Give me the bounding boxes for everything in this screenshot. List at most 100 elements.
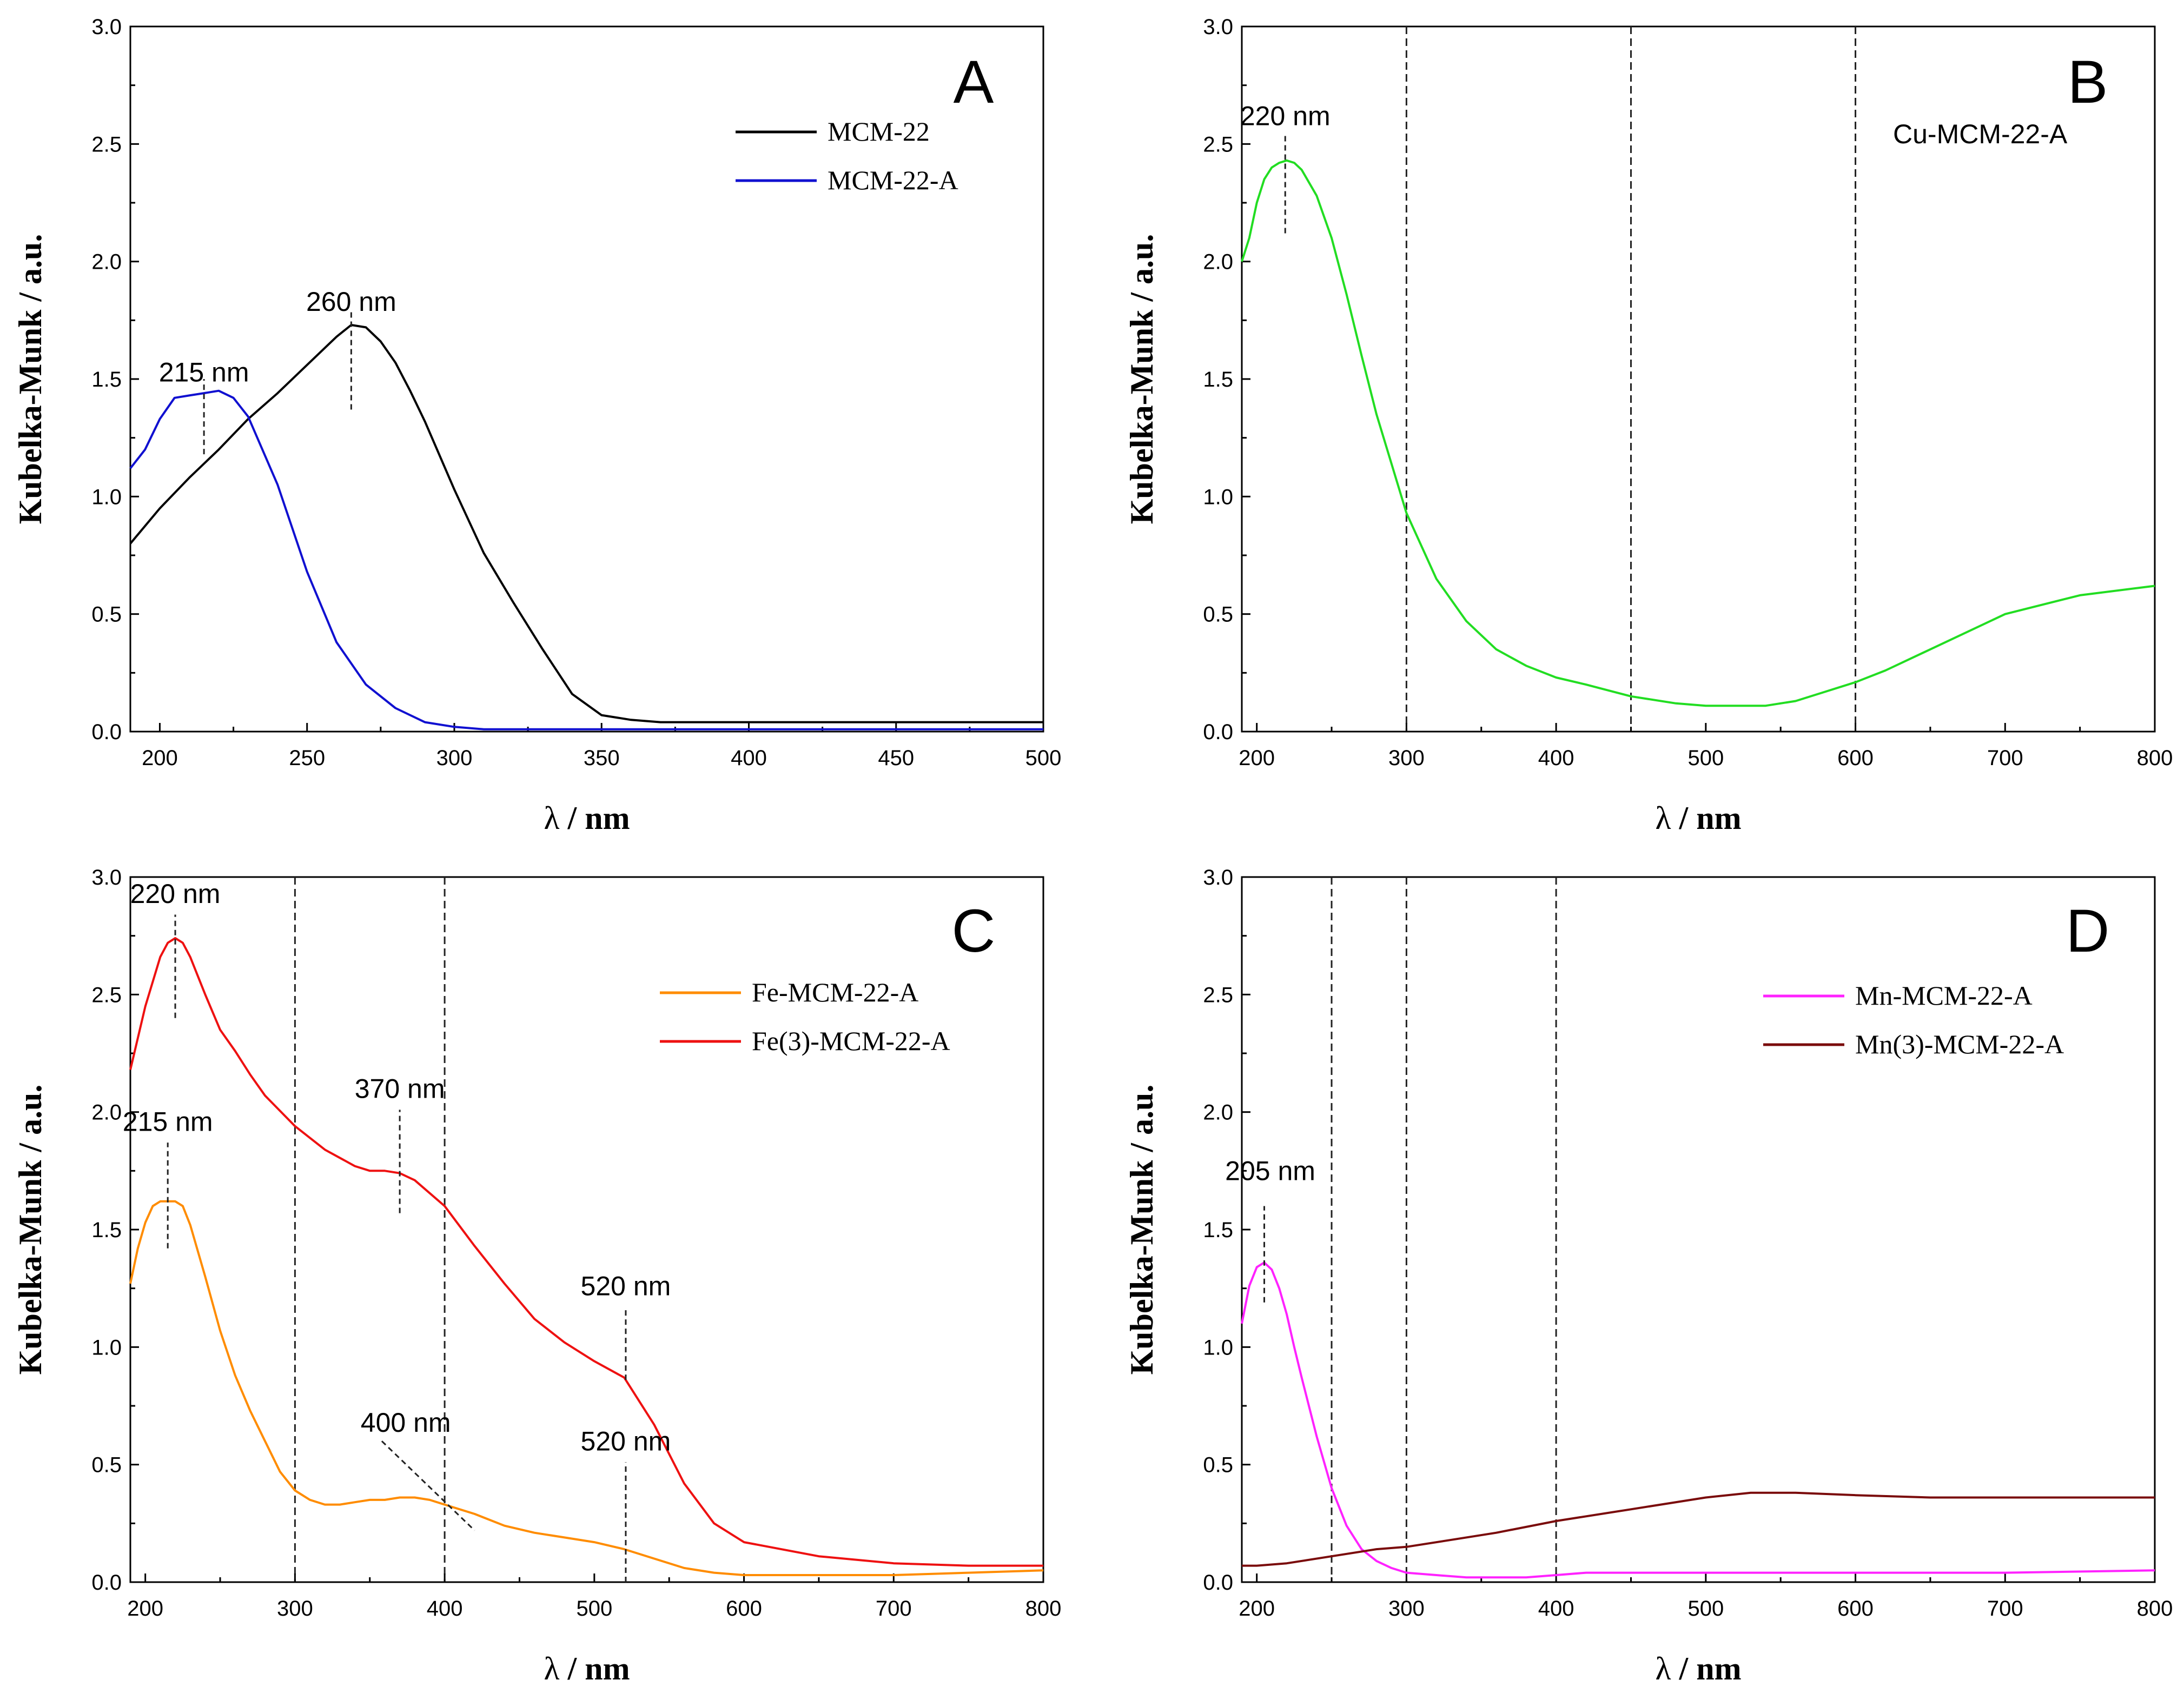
peak-label: 370 nm <box>355 1074 445 1104</box>
x-tick-label: 600 <box>1837 746 1874 770</box>
peak-label: 215 nm <box>123 1106 213 1137</box>
annotation-guide <box>381 1440 475 1531</box>
series-line <box>129 1200 1044 1576</box>
y-tick-label: 2.0 <box>1203 1101 1233 1125</box>
panel-a: 200 250 300 350 400 450 500 0.0 0.5 1.0 1.5 2.0 2.5 3… <box>12 15 1061 836</box>
y-tick-label: 2.5 <box>1203 132 1233 156</box>
x-tick-label: 200 <box>1239 1597 1275 1621</box>
x-tick-label: 500 <box>1687 746 1724 770</box>
x-tick-label: 300 <box>1388 746 1425 770</box>
peak-label: 520 nm <box>581 1426 671 1457</box>
x-axis-unit: / nm <box>1671 800 1742 836</box>
x-tick-label: 600 <box>726 1597 762 1621</box>
x-tick-label: 200 <box>127 1597 163 1621</box>
x-tick-label: 800 <box>2137 746 2173 770</box>
legend-label: MCM-22 <box>828 116 930 147</box>
x-tick-label: 200 <box>1239 746 1275 770</box>
x-tick-label: 800 <box>1025 1597 1062 1621</box>
y-tick-label: 0.5 <box>1203 1453 1233 1477</box>
x-axis-unit: / nm <box>1671 1651 1742 1686</box>
peak-label: 215 nm <box>159 357 249 387</box>
y-tick-label: 1.5 <box>91 1218 122 1242</box>
y-tick-label: 2.5 <box>91 983 122 1007</box>
y-tick-label: 1.0 <box>91 485 122 509</box>
y-tick-label: 3.0 <box>1203 15 1233 39</box>
y-axis-title: Kubelka-Munk / a.u. <box>1124 234 1160 524</box>
x-axis-title: λ / nm <box>544 800 630 836</box>
x-tick-label: 400 <box>731 746 767 770</box>
y-tick-label: 1.0 <box>1203 1336 1233 1359</box>
y-tick-label: 0.5 <box>1203 603 1233 627</box>
y-tick-label: 1.0 <box>91 1336 122 1359</box>
y-axis-title: Kubelka-Munk / a.u. <box>12 234 48 524</box>
y-tick-label: 1.5 <box>1203 1218 1233 1242</box>
peak-label: 520 nm <box>581 1271 671 1301</box>
y-tick-label: 0.5 <box>91 1453 122 1477</box>
y-tick-label: 2.0 <box>91 250 122 274</box>
series-line <box>129 937 1043 1567</box>
x-axis-symbol: λ <box>1655 1651 1671 1686</box>
y-tick-label: 1.5 <box>1203 368 1233 391</box>
y-tick-label: 2.5 <box>91 132 122 156</box>
x-axis-unit: / nm <box>560 1651 630 1686</box>
series-line <box>1241 1261 2155 1579</box>
x-tick-label: 250 <box>289 746 325 770</box>
panel-letter: A <box>954 48 994 116</box>
series-line <box>1241 159 2155 707</box>
x-tick-label: 700 <box>876 1597 912 1621</box>
y-tick-label: 0.5 <box>91 603 122 627</box>
legend-label: MCM-22-A <box>828 165 958 195</box>
x-tick-label: 500 <box>1025 746 1062 770</box>
x-tick-label: 450 <box>878 746 914 770</box>
y-axis-title: Kubelka-Munk / a.u. <box>12 1085 48 1375</box>
y-axis-title: Kubelka-Munk / a.u. <box>1124 1085 1160 1375</box>
panel-letter: B <box>2068 48 2108 116</box>
y-tick-label: 3.0 <box>91 866 122 889</box>
series-line <box>129 389 1043 731</box>
panel-letter: D <box>2066 897 2110 965</box>
legend-label: Mn-MCM-22-A <box>1855 980 2033 1011</box>
legend-label: Cu-MCM-22-A <box>1893 119 2068 149</box>
y-tick-label: 2.5 <box>1203 983 1233 1007</box>
x-tick-label: 600 <box>1837 1597 1874 1621</box>
x-axis-symbol: λ <box>1655 800 1671 836</box>
y-tick-label: 0.0 <box>1203 720 1233 744</box>
y-tick-label: 2.0 <box>1203 250 1233 274</box>
peak-label: 220 nm <box>1240 101 1331 131</box>
y-tick-label: 1.5 <box>91 368 122 391</box>
x-tick-label: 300 <box>1388 1597 1425 1621</box>
peak-label: 205 nm <box>1225 1156 1315 1186</box>
x-tick-label: 700 <box>1987 746 2023 770</box>
panel-c: 200 300 400 500 600 700 800 0.0 0.5 1.0 1.5 2.0 2.5 3… <box>12 866 1061 1686</box>
x-axis-symbol: λ <box>544 800 559 836</box>
series-line <box>1242 1491 2155 1567</box>
panel-letter: C <box>952 897 996 965</box>
x-tick-label: 300 <box>436 746 473 770</box>
x-axis-title: λ / nm <box>1655 800 1741 836</box>
panel-b: 200 300 400 500 600 700 800 0.0 0.5 1.0 1.5 2.0 2.5 3… <box>1124 15 2173 836</box>
x-axis-unit: / nm <box>560 800 630 836</box>
x-axis-title: λ / nm <box>544 1651 630 1686</box>
x-axis-title: λ / nm <box>1655 1651 1741 1686</box>
x-tick-label: 700 <box>1987 1597 2023 1621</box>
y-tick-label: 0.0 <box>1203 1571 1233 1595</box>
x-tick-label: 500 <box>1687 1597 1724 1621</box>
y-tick-label: 3.0 <box>1203 866 1233 889</box>
x-tick-label: 400 <box>1538 746 1574 770</box>
y-tick-label: 0.0 <box>91 720 122 744</box>
x-tick-label: 400 <box>1538 1597 1574 1621</box>
x-tick-label: 500 <box>576 1597 612 1621</box>
peak-label: 400 nm <box>361 1407 451 1438</box>
y-tick-label: 0.0 <box>91 1571 122 1595</box>
peak-label: 260 nm <box>306 287 396 317</box>
legend-label: Mn(3)-MCM-22-A <box>1855 1029 2064 1059</box>
panel-d: 200 300 400 500 600 700 800 0.0 0.5 1.0 1.5 2.0 2.5 3… <box>1124 866 2173 1686</box>
y-tick-label: 3.0 <box>91 15 122 39</box>
x-tick-label: 350 <box>584 746 620 770</box>
x-tick-label: 400 <box>427 1597 463 1621</box>
x-tick-label: 200 <box>142 746 178 770</box>
peak-label: 220 nm <box>130 879 221 909</box>
x-tick-label: 300 <box>277 1597 313 1621</box>
x-tick-label: 800 <box>2137 1597 2173 1621</box>
